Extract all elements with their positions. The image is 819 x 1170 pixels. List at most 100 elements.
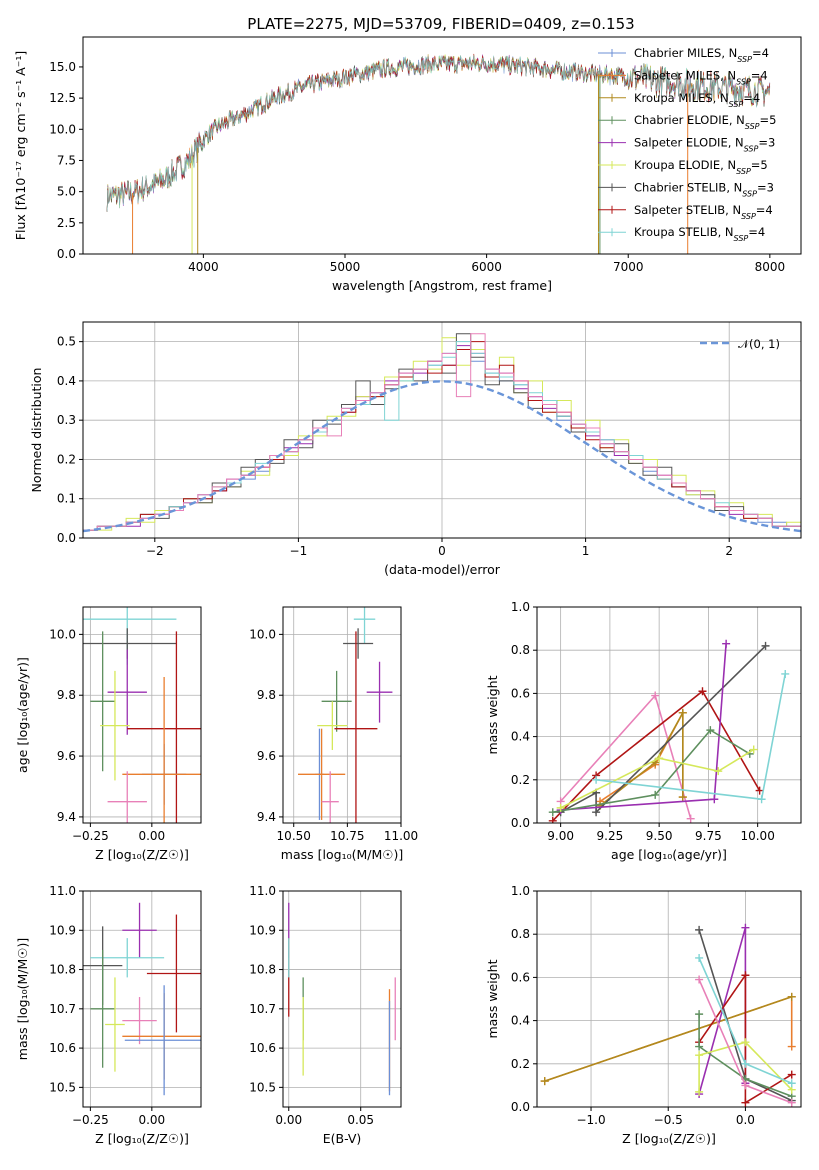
y-tick-label: 10.5 <box>249 1080 276 1094</box>
weight-line <box>698 1041 793 1092</box>
spectrum-line <box>106 55 771 212</box>
legend-label: Kroupa ELODIE, NSSP=5 <box>634 158 768 176</box>
axes-residuals: −2 −1 0 1 2 0.0 0.1 0.2 0.3 0.4 0.5 (data-model)/er… <box>29 321 802 577</box>
axes-frame <box>282 606 402 824</box>
x-tick-label: 9.75 <box>695 829 722 843</box>
weight-marker <box>722 639 731 648</box>
y-tick-label: 9.4 <box>57 810 76 824</box>
x-axis-label: age [log₁₀(age/yr)] <box>611 847 727 862</box>
axes-frame <box>82 890 202 1108</box>
plot-area-mass-vs-EBV <box>288 902 396 1096</box>
axes-age-vs-mass: 10.50 10.75 11.00 9.4 9.6 9.8 10.0 mass [log₁₀(… <box>249 606 418 862</box>
weight-marker <box>548 808 557 817</box>
weight-series <box>695 953 796 1088</box>
weight-series <box>556 691 695 823</box>
x-tick-label: 0.0 <box>736 1113 755 1127</box>
figure-title: PLATE=2275, MJD=53709, FIBERID=0409, z=0… <box>247 15 634 33</box>
plot-area-weight-vs-Z <box>540 923 796 1107</box>
legend-label: Kroupa STELIB, NSSP=4 <box>634 225 765 243</box>
y-tick-label: 0.8 <box>511 927 530 941</box>
x-tick-label: 9.25 <box>597 829 624 843</box>
weight-marker <box>678 793 687 802</box>
y-axis-label: mass weight <box>485 675 500 754</box>
y-tick-label: 5.0 <box>57 185 76 199</box>
errorbar-point <box>124 985 201 1096</box>
y-tick-label: 0.0 <box>511 1100 530 1114</box>
y-tick-label: 0.4 <box>511 730 530 744</box>
plot-area-mass-vs-Z <box>83 902 201 1096</box>
axes-weight-vs-Z: −1.0 −0.5 0.0 0.0 0.2 0.4 0.6 0.8 1.0 Z [log₁₀(Z/… <box>485 884 802 1146</box>
weight-marker <box>781 669 790 678</box>
y-tick-label: 9.8 <box>57 688 76 702</box>
weight-series <box>556 639 731 815</box>
weight-line <box>560 645 767 815</box>
weight-marker <box>710 795 719 804</box>
legend-label: Salpeter STELIB, NSSP=4 <box>634 203 773 221</box>
y-axis-label: mass weight <box>485 959 500 1038</box>
errorbar-point <box>321 670 352 732</box>
x-tick-label: 0.05 <box>347 1113 374 1127</box>
x-tick-label: 4000 <box>188 260 219 274</box>
x-tick-label: 5000 <box>330 260 361 274</box>
y-tick-label: 7.5 <box>57 153 76 167</box>
legend-label: Chabrier MILES, NSSP=4 <box>634 46 769 64</box>
weight-marker <box>651 691 660 700</box>
y-tick-label: 0.3 <box>57 413 76 427</box>
y-tick-label: 0.6 <box>511 970 530 984</box>
y-tick-label: 10.9 <box>49 923 76 937</box>
y-tick-label: 0.0 <box>57 247 76 261</box>
y-tick-label: 2.5 <box>57 216 76 230</box>
axes-mass-vs-Z: −0.25 0.00 10.5 10.6 10.7 10.8 10.9 11.0 Z [log₁… <box>15 884 202 1146</box>
x-axis-label: (data-model)/error <box>384 562 501 577</box>
x-axis-label: E(B-V) <box>323 1131 362 1146</box>
x-tick-label: 0.00 <box>275 1113 302 1127</box>
weight-marker <box>757 795 766 804</box>
errorbar-point <box>107 771 147 823</box>
weight-marker <box>540 1077 549 1086</box>
x-tick-label: 0.00 <box>138 1113 165 1127</box>
weight-line <box>698 1014 792 1097</box>
weight-marker <box>695 1087 704 1096</box>
plot-area-residuals <box>83 333 801 533</box>
weight-series <box>548 726 754 817</box>
y-tick-label: 0.0 <box>57 531 76 545</box>
weight-marker <box>655 754 664 763</box>
x-tick-label: 9.00 <box>547 829 574 843</box>
y-tick-label: 10.7 <box>249 1002 276 1016</box>
x-tick-label: 0 <box>438 544 446 558</box>
errorbar-point <box>317 701 348 750</box>
gaussian-curve <box>83 380 801 533</box>
y-tick-label: 9.6 <box>257 749 276 763</box>
y-tick-label: 0.4 <box>57 374 76 388</box>
legend-label: Chabrier ELODIE, NSSP=5 <box>634 113 776 131</box>
y-tick-label: 0.4 <box>511 1014 530 1028</box>
weight-marker <box>592 775 601 784</box>
weight-marker <box>741 1038 750 1047</box>
y-tick-label: 10.9 <box>249 923 276 937</box>
weight-marker <box>695 975 704 984</box>
weight-marker <box>651 790 660 799</box>
weight-marker <box>695 1051 704 1060</box>
errorbar-point <box>122 902 157 958</box>
y-tick-label: 9.6 <box>57 749 76 763</box>
weight-marker <box>741 1059 750 1068</box>
weight-marker <box>695 1010 704 1019</box>
errorbar-point <box>127 631 201 823</box>
x-axis-label: Z [log₁₀(Z/Z☉)] <box>95 847 189 862</box>
errorbar-point <box>298 728 346 820</box>
y-tick-label: 10.7 <box>49 1002 76 1016</box>
errorbar-point <box>343 628 374 659</box>
y-tick-label: 9.4 <box>257 810 276 824</box>
errorbar-point <box>90 631 115 772</box>
y-tick-label: 10.0 <box>249 627 276 641</box>
y-tick-label: 10.8 <box>49 963 76 977</box>
plot-area-weight-vs-age <box>548 639 790 823</box>
legend-label: Chabrier STELIB, NSSP=3 <box>634 180 774 198</box>
weight-line <box>544 996 792 1082</box>
y-tick-label: 0.1 <box>57 492 76 506</box>
errorbar-point <box>90 949 115 1068</box>
legend-label: 𝒩(0, 1) <box>738 337 780 351</box>
y-tick-label: 11.0 <box>49 884 76 898</box>
x-tick-label: 6000 <box>471 260 502 274</box>
